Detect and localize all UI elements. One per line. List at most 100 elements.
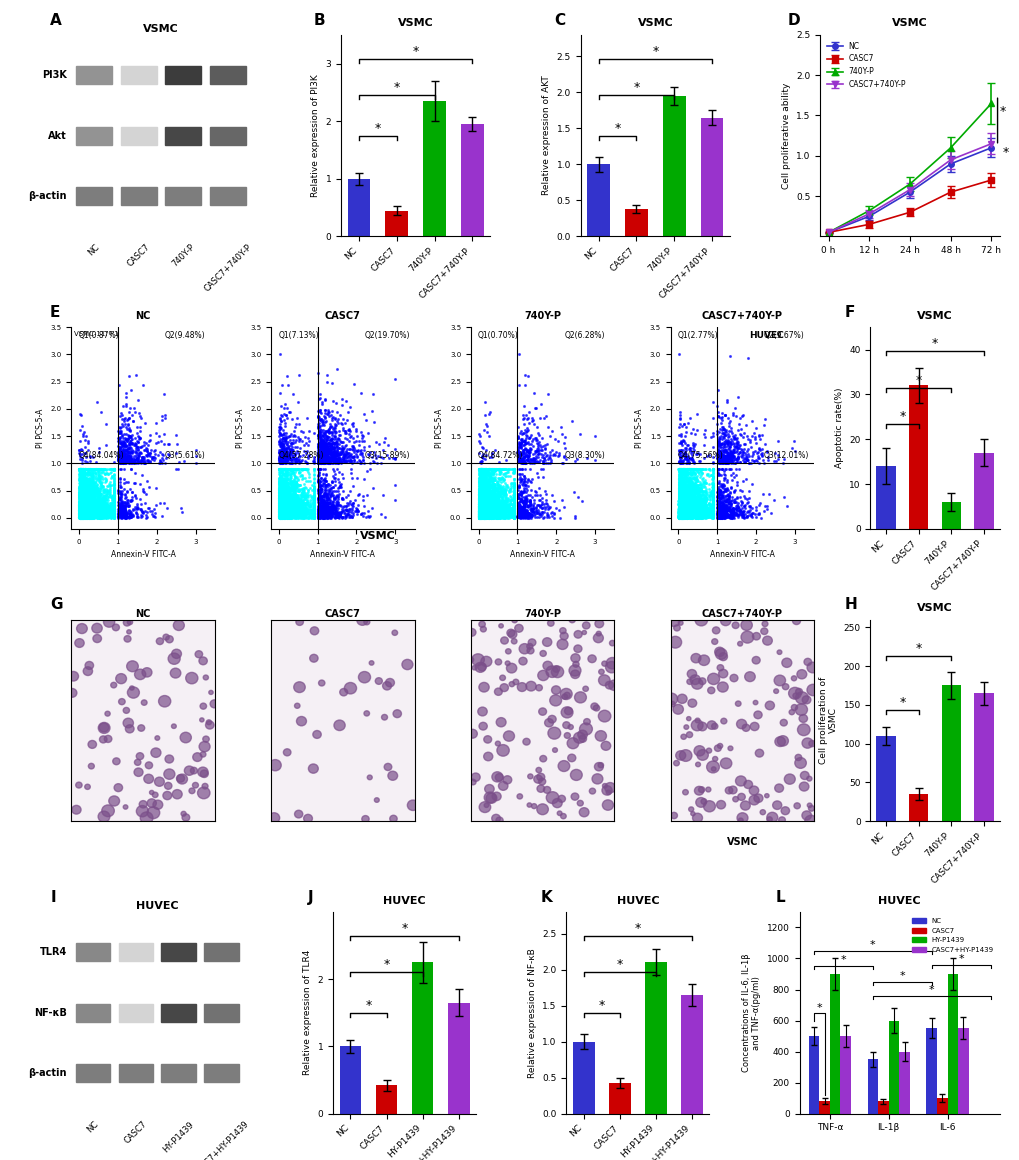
Point (505, 491, 522, 509)
Point (76, 493, 93, 512)
Point (324, 445, 340, 464)
Point (714, 454, 731, 472)
Point (297, 506, 313, 524)
Point (118, 451, 135, 470)
Point (675, 483, 691, 501)
Point (714, 452, 731, 471)
Point (71, 494, 88, 513)
Point (545, 505, 561, 523)
Ellipse shape (707, 687, 714, 694)
Point (475, 494, 491, 513)
Point (487, 508, 503, 527)
Point (72, 503, 89, 522)
Point (478, 481, 494, 500)
Point (488, 502, 504, 521)
Point (472, 480, 488, 499)
Point (81, 494, 97, 513)
Point (283, 494, 300, 513)
Point (284, 503, 301, 522)
Point (91, 487, 107, 506)
Point (672, 502, 688, 521)
Point (332, 506, 348, 524)
Point (689, 498, 705, 516)
Point (76, 507, 93, 525)
Point (275, 440, 291, 458)
Point (492, 498, 508, 516)
Point (669, 496, 686, 515)
Point (476, 459, 492, 478)
Point (110, 507, 126, 525)
Point (312, 459, 328, 478)
Point (483, 476, 499, 494)
Point (95, 507, 111, 525)
Point (130, 440, 147, 458)
Point (279, 508, 296, 527)
Point (111, 448, 127, 466)
Point (677, 505, 693, 523)
Point (71, 506, 88, 524)
Point (73, 503, 90, 522)
Point (471, 502, 487, 521)
Point (148, 413, 164, 432)
Point (479, 481, 495, 500)
Point (483, 492, 499, 510)
Point (73, 500, 90, 519)
Point (74, 492, 91, 510)
Point (106, 502, 122, 521)
Point (674, 493, 690, 512)
Point (489, 491, 505, 509)
Point (675, 508, 691, 527)
Point (494, 498, 511, 516)
Point (279, 479, 296, 498)
Point (287, 472, 304, 491)
Point (310, 459, 326, 478)
Point (684, 507, 700, 525)
Ellipse shape (296, 618, 303, 625)
Point (312, 507, 328, 525)
Point (475, 501, 491, 520)
Point (722, 502, 739, 521)
Point (478, 503, 494, 522)
Point (491, 496, 507, 515)
Point (83, 495, 99, 514)
Point (111, 429, 127, 448)
Point (82, 480, 98, 499)
Point (74, 459, 91, 478)
Point (478, 491, 494, 509)
Point (272, 500, 288, 519)
Point (73, 503, 90, 522)
Point (471, 495, 487, 514)
Point (74, 483, 91, 501)
Point (120, 430, 137, 449)
Point (723, 499, 740, 517)
Point (82, 463, 98, 481)
Point (297, 459, 313, 478)
Point (272, 491, 288, 509)
Point (691, 444, 707, 463)
Point (752, 445, 768, 464)
Point (316, 470, 332, 488)
Point (487, 493, 503, 512)
Point (92, 485, 108, 503)
Point (291, 491, 308, 509)
Point (73, 479, 90, 498)
Point (729, 440, 745, 458)
Ellipse shape (694, 614, 707, 626)
Point (291, 505, 308, 523)
Point (687, 469, 703, 487)
Point (671, 473, 687, 492)
Point (690, 500, 706, 519)
Point (77, 498, 94, 516)
Point (324, 443, 340, 462)
Point (510, 499, 526, 517)
Point (676, 498, 692, 516)
Point (701, 496, 717, 515)
Point (106, 502, 122, 521)
Point (681, 498, 697, 516)
Point (71, 498, 88, 516)
Point (470, 498, 486, 516)
Point (273, 507, 289, 525)
Point (304, 508, 320, 527)
Point (471, 499, 487, 517)
Point (475, 490, 491, 508)
